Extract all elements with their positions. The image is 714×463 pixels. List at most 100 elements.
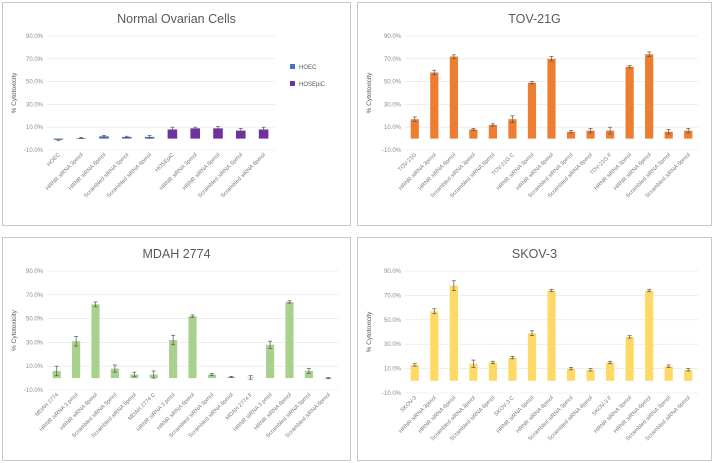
y-tick-label: 50.0% [26, 317, 44, 323]
x-category-label: HRNR siRNA 6pmol [613, 395, 653, 435]
bar [488, 124, 498, 139]
legend-label: HOEC [299, 65, 317, 71]
bar [625, 336, 634, 381]
bar [469, 129, 478, 139]
y-tick-label: 70.0% [384, 293, 402, 299]
bar [430, 72, 439, 139]
x-category-label: Scrambled siRNA 6pmol [106, 152, 153, 199]
x-category-label: HRNR siRNA 6pmol [515, 395, 555, 435]
y-tick-label: 90.0% [384, 269, 402, 275]
y-tick-label: 90.0% [384, 34, 402, 40]
y-tick-label: 30.0% [384, 102, 402, 108]
y-tick-label: 70.0% [384, 57, 402, 63]
bar [110, 368, 119, 379]
x-category-label: Scrambled siRNA 6pmol [220, 152, 267, 199]
bar [605, 130, 615, 139]
bar [169, 340, 178, 379]
chart-title: Normal Ovarian Cells [117, 12, 236, 26]
x-category-label: HRNR siRNA 6pmol [613, 152, 653, 192]
bar [213, 128, 223, 139]
bar [527, 333, 537, 381]
bar [410, 119, 419, 139]
bar [586, 369, 595, 381]
bar [645, 290, 654, 381]
bar [410, 364, 419, 381]
bar [188, 316, 197, 379]
y-tick-label: -10.0% [24, 148, 44, 154]
y-tick-label: -10.0% [382, 391, 402, 397]
chart-title: SKOV-3 [511, 247, 558, 261]
bar [547, 290, 556, 381]
x-category-label: HRNR siRNA 6pmol [418, 152, 458, 192]
bar [586, 130, 595, 139]
bar [285, 301, 294, 379]
bar [527, 82, 537, 139]
bar [449, 56, 458, 139]
y-tick-label: 30.0% [384, 342, 402, 348]
x-category-label: HOSEpiC [154, 152, 175, 173]
y-tick-label: -10.0% [382, 148, 402, 154]
y-tick-label: 10.0% [26, 364, 44, 370]
bar [508, 119, 517, 139]
bar [190, 128, 200, 139]
bar [508, 357, 517, 381]
y-axis-label: % Cytotoxicity [366, 72, 373, 114]
y-tick-label: 50.0% [384, 80, 402, 86]
y-tick-label: 50.0% [26, 80, 44, 86]
y-tick-label: 70.0% [26, 57, 44, 63]
y-tick-label: 50.0% [384, 318, 402, 324]
chart-title: TOV-21G [508, 12, 561, 26]
x-category-label: HRNR siRNA 6pmol [418, 395, 458, 435]
x-category-label: Scrambled siRNA 3pmol [83, 152, 130, 199]
y-tick-label: 10.0% [384, 125, 402, 131]
bar [266, 344, 275, 379]
x-category-label: HRNR siRNA 3pmol [593, 395, 633, 435]
x-category-label: HOEC [46, 152, 62, 168]
x-category-label: SKOV-3 [400, 395, 419, 414]
bar [625, 66, 634, 139]
y-axis-label: % Cytotoxicity [11, 309, 18, 351]
bar [605, 362, 615, 381]
bar [566, 131, 576, 139]
y-tick-label: 10.0% [26, 125, 44, 131]
bar [664, 366, 673, 381]
chart-panel-normal-ovarian-cells: Normal Ovarian Cells -10.0% 10.0% 30.0% 50.… [2, 2, 351, 226]
x-category-label: HRNR siRNA 3pmol [496, 152, 536, 192]
bar [430, 311, 439, 381]
y-tick-label: 70.0% [26, 293, 44, 299]
bar [167, 129, 178, 139]
chart-panel-tov-21g: TOV-21G -10.0% 10.0% 30.0% 50.0% 70.0% 90.0%%… [357, 2, 712, 226]
legend-label: HOSEpiC [299, 82, 326, 88]
x-category-label: Scrambled siRNA 3pmol [197, 152, 244, 199]
bar [304, 370, 313, 379]
chart-skov-3: -10.0% 10.0% 30.0% 50.0% 70.0% 90.0% % Cytotox… [366, 269, 698, 442]
y-axis-label: % Cytotoxicity [11, 72, 18, 114]
y-tick-label: -10.0% [24, 388, 44, 394]
bar [236, 130, 246, 139]
x-category-label: HRNR siRNA 3pmol [496, 395, 536, 435]
chart-title: MDAH 2774 [142, 247, 211, 261]
x-category-label: HRNR siRNA 3pmol [398, 395, 438, 435]
chart-panel-skov-3: SKOV-3 -10.0% 10.0% 30.0% 50.0% 70.0% 90.0% % … [357, 237, 712, 461]
bar [684, 369, 693, 381]
bar [72, 341, 81, 379]
y-tick-label: 90.0% [26, 269, 44, 275]
bar [258, 129, 269, 139]
y-tick-label: 90.0% [26, 34, 44, 40]
chart-tov-21g: -10.0% 10.0% 30.0% 50.0% 70.0% 90.0% % Cytotox… [366, 34, 698, 199]
y-tick-label: 30.0% [26, 102, 44, 108]
x-category-label: HRNR siRNA 3pmol [593, 152, 633, 192]
y-tick-label: 10.0% [384, 367, 402, 373]
bar [91, 304, 100, 379]
chart-normal-ovarian-cells: -10.0% 10.0% 30.0% 50.0% 70.0% 90.0% % Cytotox… [11, 34, 326, 199]
bar [207, 374, 216, 379]
bar [645, 54, 654, 139]
legend-swatch [290, 64, 295, 69]
bar [684, 130, 693, 139]
bar [449, 285, 458, 381]
chart-mdah-2774: -10.0% 10.0% 30.0% 50.0% 70.0% 90.0% % Cytotox… [11, 269, 338, 439]
bar [469, 363, 478, 381]
x-category-label: HRNR siRNA 6pmol [515, 152, 555, 192]
bar [488, 362, 498, 381]
legend-swatch [290, 81, 295, 86]
